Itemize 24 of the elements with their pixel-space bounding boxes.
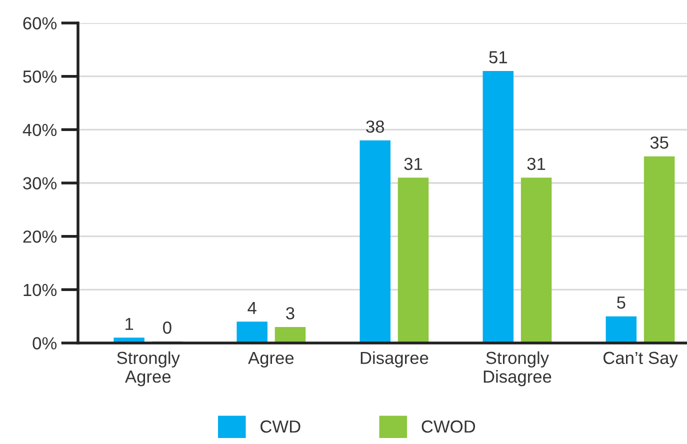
y-tick-label: 50% <box>23 70 57 83</box>
x-tick-label: Disagree <box>360 351 428 368</box>
data-label: 31 <box>527 158 546 170</box>
y-tick-label: 40% <box>22 124 57 136</box>
data-label: 31 <box>404 158 422 170</box>
data-label: 5 <box>617 296 626 309</box>
y-tick-label: 60% <box>23 17 57 30</box>
y-tick-label: 30% <box>23 177 57 190</box>
legend-label: CWD <box>260 420 300 433</box>
y-tick-label: 0% <box>32 337 57 350</box>
data-label: 35 <box>650 136 668 149</box>
x-tick-label: Strongly Agree <box>117 351 180 386</box>
x-tick-label: Agree <box>248 352 294 368</box>
y-tick-label: 20% <box>23 230 57 243</box>
x-tick-label: Strongly Disagree <box>484 351 552 386</box>
data-label: 3 <box>286 307 294 320</box>
y-tick-label: 10% <box>24 284 57 296</box>
data-label: 0 <box>163 322 172 334</box>
data-label: 4 <box>248 302 256 314</box>
data-label: 38 <box>366 120 384 133</box>
data-label: 1 <box>126 318 134 330</box>
x-tick-label: Can’t Say <box>603 352 678 368</box>
legend-label: CWOD <box>422 420 476 433</box>
data-label: 51 <box>489 51 507 64</box>
